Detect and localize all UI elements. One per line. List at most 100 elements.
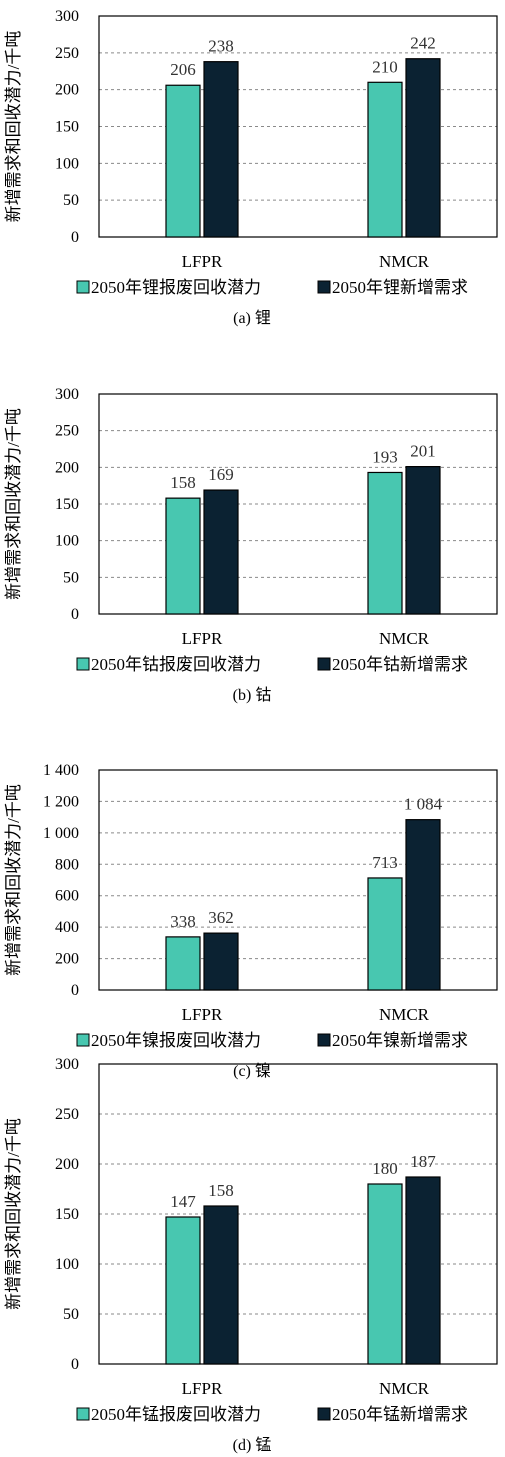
y-axis-label: 新增需求和回收潜力/千吨 [4,408,23,600]
y-tick-label: 250 [55,423,79,440]
legend-swatch [76,657,90,671]
legend-label: 2050年锰报废回收潜力 [91,1405,261,1424]
x-tick-label: LFPR [182,629,223,648]
legend-label: 2050年钴新增需求 [332,655,468,674]
data-label: 180 [372,1159,398,1178]
bar [165,84,201,238]
bar [367,81,403,238]
y-tick-label: 800 [55,856,79,873]
bar [203,1205,239,1365]
y-axis-label: 新增需求和回收潜力/千吨 [4,1118,23,1310]
bar [203,489,239,615]
chart-caption: (d) 锰 [233,1436,272,1454]
y-tick-label: 200 [55,459,79,476]
data-label: 206 [170,60,196,79]
bar [405,466,441,615]
y-tick-label: 0 [71,982,79,999]
bar [405,58,441,238]
y-tick-label: 150 [55,1206,79,1223]
legend-swatch [317,1033,331,1047]
bar [203,932,239,991]
legend-swatch [317,280,331,294]
y-tick-label: 300 [55,386,79,403]
legend-swatch [76,1033,90,1047]
legend-label: 2050年锂新增需求 [332,278,468,297]
x-tick-label: LFPR [182,1005,223,1024]
plot-area-border [98,769,498,991]
legend-label: 2050年镍新增需求 [332,1031,468,1050]
plot-area-border [98,393,498,615]
data-label: 187 [410,1152,436,1171]
data-label: 362 [208,908,234,927]
data-label: 210 [372,57,398,76]
bar [367,471,403,615]
y-axis-label: 新增需求和回收潜力/千吨 [4,31,23,223]
y-tick-label: 1 000 [43,825,79,842]
data-label: 338 [170,912,196,931]
legend-label: 2050年镍报废回收潜力 [91,1031,261,1050]
chart-panel: 0 50 100 150 200 250 300 新增需求和回收潜力/千吨 147 158 LFPR… [4,1056,498,1454]
y-tick-label: 300 [55,8,79,25]
bar [367,877,403,991]
x-tick-label: NMCR [379,629,430,648]
plot-area-border [98,1063,498,1365]
bar [165,497,201,615]
data-label: 169 [208,465,234,484]
legend-swatch [317,657,331,671]
y-tick-label: 50 [63,569,79,586]
data-label: 201 [410,442,436,461]
chart-panel: 0 50 100 150 200 250 300 新增需求和回收潜力/千吨 158 169 LFPR… [4,386,498,704]
y-tick-label: 400 [55,919,79,936]
y-tick-label: 200 [55,1156,79,1173]
bar [405,1176,441,1365]
chart-caption: (c) 镍 [233,1062,271,1080]
bar [367,1183,403,1365]
y-tick-label: 1 200 [43,793,79,810]
legend-label: 2050年锰新增需求 [332,1405,468,1424]
data-label: 193 [372,447,398,466]
legend-swatch [76,280,90,294]
bar [165,1216,201,1365]
y-tick-label: 50 [63,192,79,209]
data-label: 713 [372,853,398,872]
x-tick-label: NMCR [379,252,430,271]
y-tick-label: 100 [55,155,79,172]
y-axis-label: 新增需求和回收潜力/千吨 [4,784,23,976]
data-label: 238 [208,37,234,56]
data-label: 242 [410,34,436,53]
data-label: 1 084 [404,795,443,814]
legend-label: 2050年钴报废回收潜力 [91,655,261,674]
y-tick-label: 0 [71,606,79,623]
x-tick-label: NMCR [379,1005,430,1024]
chart-caption: (a) 锂 [233,309,271,327]
y-tick-label: 0 [71,229,79,246]
legend-label: 2050年锂报废回收潜力 [91,278,261,297]
y-tick-label: 600 [55,888,79,905]
chart-caption: (b) 钴 [233,686,272,704]
y-tick-label: 200 [55,82,79,99]
plot-area-border [98,15,498,238]
y-tick-label: 0 [71,1356,79,1373]
y-tick-label: 250 [55,45,79,62]
legend-swatch [76,1407,90,1421]
y-tick-label: 1 400 [43,762,79,779]
legend-swatch [317,1407,331,1421]
y-tick-label: 200 [55,951,79,968]
y-tick-label: 300 [55,1056,79,1073]
y-tick-label: 100 [55,1256,79,1273]
y-tick-label: 150 [55,119,79,136]
data-label: 158 [208,1181,234,1200]
bar [405,819,441,991]
bar [203,61,239,238]
x-tick-label: LFPR [182,1379,223,1398]
y-tick-label: 50 [63,1306,79,1323]
y-tick-label: 250 [55,1106,79,1123]
data-label: 158 [170,473,196,492]
chart-panel: 0 200 400 600 800 1 000 1 200 1 400 新增需求和回收潜力/千吨… [4,762,498,1080]
y-tick-label: 150 [55,496,79,513]
x-tick-label: NMCR [379,1379,430,1398]
x-tick-label: LFPR [182,252,223,271]
data-label: 147 [170,1192,196,1211]
chart-panel: 0 50 100 150 200 250 300 新增需求和回收潜力/千吨 206 238 LFPR… [4,8,498,327]
